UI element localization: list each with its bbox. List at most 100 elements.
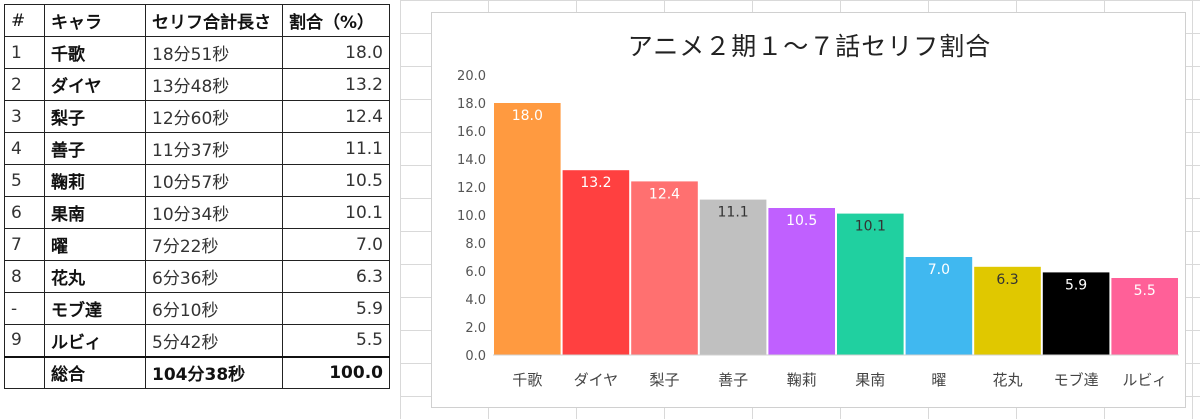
x-category-label: 善子 — [718, 371, 748, 389]
table-header-row: # キャラ セリフ合計長さ 割合（%） — [4, 4, 390, 37]
total-number[interactable] — [4, 355, 45, 389]
bar[interactable] — [768, 208, 835, 355]
y-tick-label: 10.0 — [457, 209, 486, 224]
row-character[interactable]: 花丸 — [44, 260, 146, 293]
bar-chart-svg: 0.0 2.0 4.0 6.0 8.0 10.0 12.0 14.0 16.0 18.0 20.0 1… — [457, 69, 1179, 389]
x-category-label: 花丸 — [992, 371, 1022, 389]
data-label: 18.0 — [512, 108, 543, 124]
x-category-label: 鞠莉 — [787, 371, 817, 389]
data-label: 5.9 — [1065, 277, 1087, 293]
row-percent[interactable]: 5.5 — [282, 324, 390, 357]
data-label: 12.4 — [649, 186, 680, 202]
row-character[interactable]: 梨子 — [44, 100, 146, 133]
x-category-label: 曜 — [931, 371, 946, 389]
total-row: 総合 104分38秒 100.0 — [4, 355, 390, 389]
row-character[interactable]: 曜 — [44, 228, 146, 261]
row-percent[interactable]: 18.0 — [282, 36, 390, 69]
row-number[interactable]: 2 — [4, 68, 45, 101]
row-percent[interactable]: 10.1 — [282, 196, 390, 229]
bar[interactable] — [494, 103, 561, 355]
x-category-label: 梨子 — [649, 371, 679, 389]
row-number[interactable]: 6 — [4, 196, 45, 229]
x-category-label: 果南 — [855, 371, 885, 389]
row-length[interactable]: 11分37秒 — [145, 132, 283, 165]
table-row: 8 花丸 6分36秒 6.3 — [4, 260, 390, 293]
total-percent[interactable]: 100.0 — [282, 355, 390, 389]
row-character[interactable]: モブ達 — [44, 292, 146, 325]
row-number[interactable]: 7 — [4, 228, 45, 261]
row-number[interactable]: 1 — [4, 36, 45, 69]
table-row: 2 ダイヤ 13分48秒 13.2 — [4, 68, 390, 101]
total-label[interactable]: 総合 — [44, 355, 146, 389]
row-length[interactable]: 12分60秒 — [145, 100, 283, 133]
data-label: 6.3 — [996, 272, 1018, 288]
x-category-label: 千歌 — [512, 371, 542, 389]
table-row: 1 千歌 18分51秒 18.0 — [4, 36, 390, 69]
row-number[interactable]: 3 — [4, 100, 45, 133]
table-row: 3 梨子 12分60秒 12.4 — [4, 100, 390, 133]
row-character[interactable]: 鞠莉 — [44, 164, 146, 197]
y-tick-label: 4.0 — [465, 293, 486, 308]
header-percent[interactable]: 割合（%） — [282, 4, 390, 37]
y-tick-label: 14.0 — [457, 153, 486, 168]
row-length[interactable]: 5分42秒 — [145, 324, 283, 357]
bar[interactable] — [974, 266, 1041, 355]
y-tick-label: 8.0 — [465, 237, 486, 252]
table-row: 4 善子 11分37秒 11.1 — [4, 132, 390, 165]
y-tick-label: 12.0 — [457, 181, 486, 196]
bar[interactable] — [905, 257, 973, 355]
row-length[interactable]: 7分22秒 — [145, 228, 283, 261]
data-label: 13.2 — [580, 175, 611, 191]
bar[interactable] — [1111, 278, 1178, 355]
data-label: 10.1 — [855, 219, 886, 235]
bar[interactable] — [631, 181, 698, 355]
dialogue-table: # キャラ セリフ合計長さ 割合（%） 1 千歌 18分51秒 18.0 2 ダイヤ 13分… — [4, 4, 390, 389]
x-category-label: モブ達 — [1054, 371, 1099, 389]
row-character[interactable]: 果南 — [44, 196, 146, 229]
row-number[interactable]: 5 — [4, 164, 45, 197]
row-percent[interactable]: 5.9 — [282, 292, 390, 325]
row-length[interactable]: 13分48秒 — [145, 68, 283, 101]
y-tick-label: 16.0 — [457, 125, 486, 140]
row-length[interactable]: 6分36秒 — [145, 260, 283, 293]
row-length[interactable]: 10分57秒 — [145, 164, 283, 197]
row-character[interactable]: ルビィ — [44, 324, 146, 357]
row-number[interactable]: 9 — [4, 324, 45, 357]
data-label: 10.5 — [786, 213, 817, 229]
header-character[interactable]: キャラ — [44, 4, 146, 37]
data-label: 5.5 — [1134, 283, 1156, 299]
row-number[interactable]: 4 — [4, 132, 45, 165]
row-number[interactable]: 8 — [4, 260, 45, 293]
chart-title: アニメ２期１～７話セリフ割合 — [627, 32, 992, 61]
row-character[interactable]: ダイヤ — [44, 68, 146, 101]
table-row: - モブ達 6分10秒 5.9 — [4, 292, 390, 325]
row-percent[interactable]: 12.4 — [282, 100, 390, 133]
row-percent[interactable]: 13.2 — [282, 68, 390, 101]
row-number[interactable]: - — [4, 292, 45, 325]
total-length[interactable]: 104分38秒 — [145, 355, 283, 389]
row-length[interactable]: 10分34秒 — [145, 196, 283, 229]
chart-area[interactable]: アニメ２期１～７話セリフ割合 0.0 2.0 4.0 6.0 8.0 10.0 12.0 14… — [431, 12, 1186, 408]
header-length[interactable]: セリフ合計長さ — [145, 4, 283, 37]
row-percent[interactable]: 10.5 — [282, 164, 390, 197]
row-percent[interactable]: 6.3 — [282, 260, 390, 293]
header-number[interactable]: # — [4, 4, 45, 37]
row-character[interactable]: 善子 — [44, 132, 146, 165]
table-row: 6 果南 10分34秒 10.1 — [4, 196, 390, 229]
row-percent[interactable]: 11.1 — [282, 132, 390, 165]
row-percent[interactable]: 7.0 — [282, 228, 390, 261]
bar[interactable] — [1042, 272, 1110, 355]
bar[interactable] — [699, 199, 767, 355]
table-row: 7 曜 7分22秒 7.0 — [4, 228, 390, 261]
x-category-label: ダイヤ — [574, 371, 619, 389]
y-tick-label: 2.0 — [465, 321, 486, 336]
row-character[interactable]: 千歌 — [44, 36, 146, 69]
data-label: 7.0 — [928, 262, 950, 278]
bar[interactable] — [562, 170, 630, 355]
table-row: 5 鞠莉 10分57秒 10.5 — [4, 164, 390, 197]
bar[interactable] — [837, 213, 904, 355]
row-length[interactable]: 6分10秒 — [145, 292, 283, 325]
row-length[interactable]: 18分51秒 — [145, 36, 283, 69]
y-tick-label: 20.0 — [457, 69, 486, 84]
table-row: 9 ルビィ 5分42秒 5.5 — [4, 324, 390, 357]
